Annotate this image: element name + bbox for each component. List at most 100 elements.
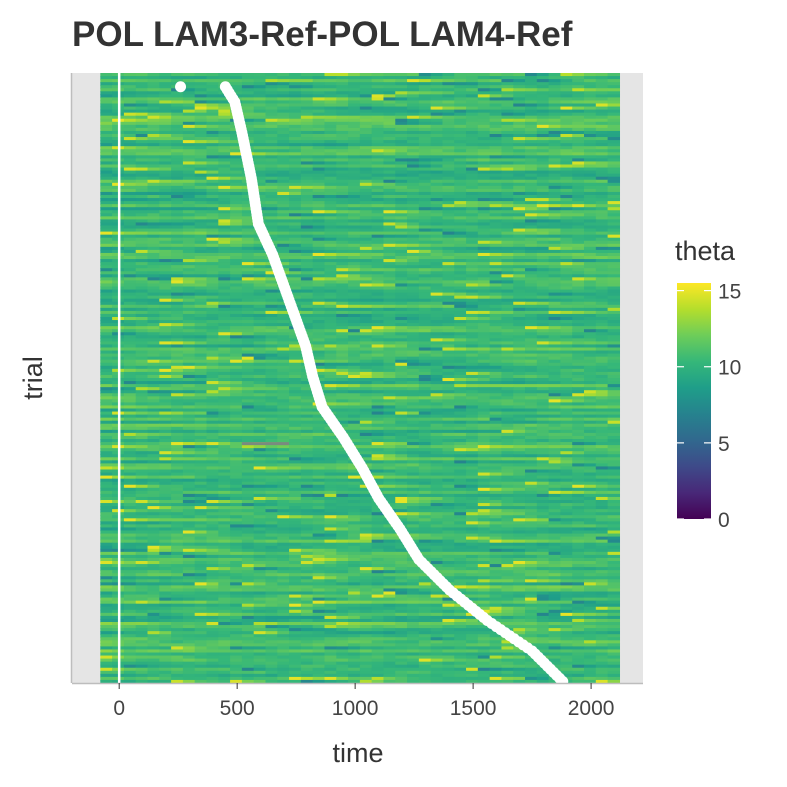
heatmap-tile [418,143,432,147]
heatmap-tile [430,143,444,147]
heatmap-tile [454,259,467,263]
heatmap-tile [159,256,172,260]
heatmap-tile [182,228,196,233]
heatmap-tile [277,402,290,407]
heatmap-tile [595,390,609,394]
heatmap-tile [607,234,621,239]
heatmap-tile [584,137,597,141]
heatmap-tile [407,173,420,178]
heatmap-tile [454,301,467,306]
heatmap-tile [454,73,467,77]
heatmap-tile [513,286,526,291]
heatmap-tile [300,216,314,220]
heatmap-tile [501,301,514,306]
heatmap-tile [324,158,337,163]
heatmap-tile [289,213,302,217]
heatmap-tile [135,256,149,260]
heatmap-tile [206,384,219,388]
heatmap-tile [395,313,408,318]
heatmap-tile [123,173,137,178]
heatmap-tile [312,246,326,251]
heatmap-tile [194,271,208,275]
heatmap-tile [407,237,420,242]
heatmap-tile [289,188,302,193]
heatmap-tile [135,173,149,178]
heatmap-tile [147,277,160,281]
heatmap-tile [218,256,231,260]
heatmap-tile [312,277,326,281]
heatmap-tile [584,378,597,382]
heatmap-tile [336,234,349,239]
heatmap-tile [147,356,160,361]
heatmap-tile [442,283,455,288]
heatmap-tile [241,356,255,361]
heatmap-tile [525,271,538,275]
heatmap-tile [430,313,444,318]
heatmap-tile [194,216,208,220]
heatmap-tile [513,195,526,199]
heatmap-tile [548,341,562,346]
heatmap-tile [454,268,467,272]
heatmap-tile [336,341,349,346]
heatmap-tile [300,191,314,196]
heatmap-tile [194,378,208,382]
heatmap-tile [466,127,479,132]
heatmap-tile [548,292,562,297]
heatmap-tile [206,97,219,102]
heatmap-tile [194,347,208,352]
heatmap-tile [194,146,208,150]
heatmap-tile [241,283,255,288]
heatmap-tile [407,320,420,324]
heatmap-tile [265,161,278,166]
heatmap-tile [572,378,585,382]
heatmap-tile [513,341,526,346]
heatmap-tile [147,304,160,309]
heatmap-tile [548,295,562,300]
heatmap-tile [147,88,160,92]
heatmap-tile [371,286,385,291]
heatmap-tile [477,374,491,379]
heatmap-tile [265,176,278,181]
heatmap-tile [218,396,231,400]
heatmap-tile [430,88,444,92]
heatmap-tile [418,408,432,413]
heatmap-tile [324,387,337,391]
heatmap-tile [135,176,149,181]
heatmap-tile [560,167,573,172]
heatmap-tile [147,417,160,422]
heatmap-tile [300,393,314,397]
heatmap-tile [171,262,184,266]
heatmap-tile [489,374,503,379]
heatmap-tile [477,344,491,349]
heatmap-tile [300,240,314,245]
heatmap-tile [584,228,597,233]
heatmap-tile [501,170,514,175]
heatmap-tile [430,304,444,309]
heatmap-tile [584,146,597,150]
heatmap-tile [383,341,396,346]
heatmap-tile [548,173,562,178]
heatmap-tile [584,384,597,388]
heatmap-tile [253,173,267,178]
heatmap-tile [348,365,361,370]
heatmap-tile [525,243,538,248]
heatmap-tile [536,280,550,285]
heatmap-tile [123,155,137,159]
heatmap-tile [348,262,361,266]
heatmap-tile [312,106,326,111]
heatmap-tile [525,402,538,407]
heatmap-tile [371,240,385,245]
heatmap-tile [454,298,467,303]
heatmap-tile [477,277,491,281]
heatmap-tile [194,188,208,193]
heatmap-tile [171,155,184,159]
heatmap-tile [572,225,585,230]
heatmap-tile [289,103,302,108]
heatmap-tile [548,323,562,327]
heatmap-tile [230,371,243,376]
heatmap-tile [206,225,219,230]
heatmap-tile [123,149,137,153]
heatmap-tile [572,137,585,141]
heatmap-tile [182,216,196,220]
heatmap-tile [289,91,302,95]
